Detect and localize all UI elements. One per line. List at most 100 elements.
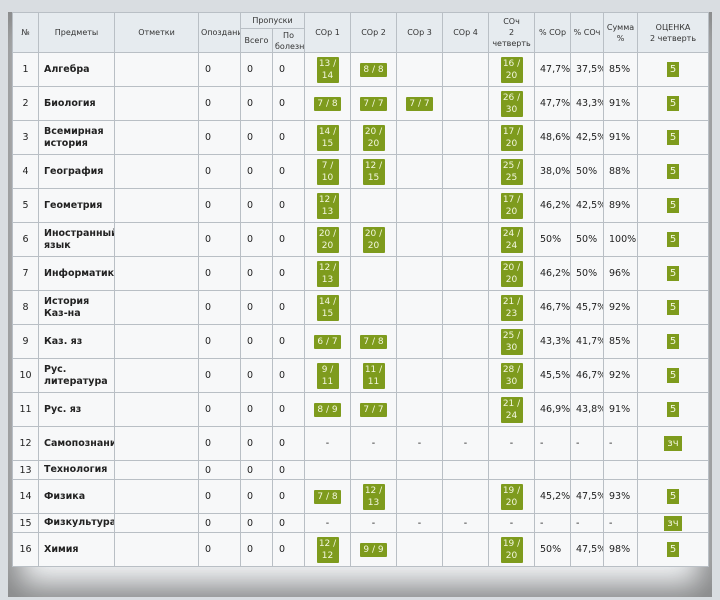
absences-sick: 0	[271, 120, 306, 155]
soch-cell: 19 / 20	[488, 479, 536, 514]
subject-name: Алгебра	[38, 52, 115, 87]
score-badge: 12 / 15	[362, 158, 385, 185]
pct-sor: 48,6%	[534, 120, 572, 155]
sor2-cell	[350, 460, 398, 480]
score-badge: 8 / 8	[360, 62, 387, 77]
sum-pct: -	[603, 513, 639, 533]
sor4-cell	[442, 86, 490, 121]
grades-body: 1 Алгебра 0 0 0 13 / 14 8 / 8 16 / 20 47,7% 37,5%…	[12, 52, 710, 567]
sor1-cell: 14 / 15	[304, 120, 352, 155]
pct-soch: 37,5%	[570, 52, 605, 87]
absences-sick: 0	[271, 324, 306, 359]
sor3-cell	[396, 256, 444, 291]
absences-sick: 0	[271, 154, 306, 189]
final-grade: 5	[637, 52, 710, 87]
score-badge: 28 / 30	[500, 362, 523, 389]
score-badge: 20 / 20	[362, 226, 385, 253]
sor3-cell	[396, 358, 444, 393]
sum-pct: 91%	[603, 392, 639, 427]
late-count: 0	[198, 86, 241, 121]
sor3-cell: -	[396, 513, 444, 533]
pct-sor: 46,7%	[534, 290, 572, 325]
sor2-cell: 7 / 8	[350, 324, 398, 359]
marks-cell	[114, 479, 199, 514]
header-soch: СОч 2 четверть	[488, 12, 536, 53]
sor2-cell: -	[350, 513, 398, 533]
sor1-cell: -	[304, 426, 352, 461]
sor4-cell	[442, 460, 490, 480]
pct-sor: 46,2%	[534, 256, 572, 291]
final-grade: 5	[637, 358, 710, 393]
final-grade-badge: 5	[666, 232, 680, 247]
sor2-cell: -	[350, 426, 398, 461]
pct-soch: 50%	[570, 154, 605, 189]
final-grade: 5	[637, 154, 710, 189]
subject-name: Технология	[38, 460, 115, 480]
score-badge: 12 / 13	[362, 483, 385, 510]
absences-sick: 0	[271, 52, 306, 87]
table-row: 10 Рус. литература 0 0 0 9 / 11 11 / 11 28 / 30…	[12, 358, 710, 393]
row-number: 9	[12, 324, 39, 359]
sor4-cell: -	[442, 513, 490, 533]
sum-pct: 98%	[603, 532, 639, 567]
sor2-cell: 8 / 8	[350, 52, 398, 87]
score-badge: 7 / 7	[360, 402, 387, 417]
absences-sick: 0	[271, 532, 306, 567]
score-badge: 21 / 24	[500, 396, 523, 423]
absences-sick: 0	[271, 479, 306, 514]
pct-sor: 46,9%	[534, 392, 572, 427]
absences-total: 0	[240, 86, 273, 121]
pct-soch: 47,5%	[570, 479, 605, 514]
score-badge: 9 / 9	[360, 542, 387, 557]
final-grade	[637, 460, 710, 480]
marks-cell	[114, 392, 199, 427]
sor2-cell: 12 / 13	[350, 479, 398, 514]
final-grade: 5	[637, 532, 710, 567]
sum-pct: 85%	[603, 52, 639, 87]
score-badge: 7 / 8	[314, 96, 341, 111]
sor1-cell: 12 / 13	[304, 256, 352, 291]
score-badge: 12 / 13	[316, 192, 339, 219]
late-count: 0	[198, 513, 241, 533]
pct-soch: 42,5%	[570, 188, 605, 223]
soch-cell: 25 / 30	[488, 324, 536, 359]
sum-pct: 91%	[603, 86, 639, 121]
pct-soch: 42,5%	[570, 120, 605, 155]
sor4-cell: -	[442, 426, 490, 461]
final-grade: 5	[637, 86, 710, 121]
sor4-cell	[442, 154, 490, 189]
score-badge: 11 / 11	[362, 362, 385, 389]
score-badge: 7 / 7	[360, 96, 387, 111]
late-count: 0	[198, 479, 241, 514]
sor4-cell	[442, 120, 490, 155]
sum-pct: 89%	[603, 188, 639, 223]
pct-soch: -	[570, 513, 605, 533]
sum-pct: 100%	[603, 222, 639, 257]
pct-soch: 43,8%	[570, 392, 605, 427]
final-grade: 5	[637, 188, 710, 223]
score-badge: 20 / 20	[316, 226, 339, 253]
absences-sick: 0	[271, 358, 306, 393]
pct-soch: 41,7%	[570, 324, 605, 359]
score-badge: 16 / 20	[500, 56, 523, 83]
header-marks: Отметки	[114, 12, 199, 53]
sor1-cell: 7 / 8	[304, 86, 352, 121]
pct-sor: 45,2%	[534, 479, 572, 514]
final-grade-badge: 5	[666, 402, 680, 417]
header-grade-sub: 2 четверть	[650, 33, 697, 43]
sor3-cell	[396, 188, 444, 223]
sor2-cell: 20 / 20	[350, 120, 398, 155]
absences-total: 0	[240, 290, 273, 325]
table-row: 6 Иностранный язык 0 0 0 20 / 20 20 / 20 24 / 2…	[12, 222, 710, 257]
late-count: 0	[198, 460, 241, 480]
final-grade-badge: 5	[666, 164, 680, 179]
subject-name: Всемирная история	[38, 120, 115, 155]
table-row: 3 Всемирная история 0 0 0 14 / 15 20 / 20 17 / …	[12, 120, 710, 155]
subject-name: Информатика	[38, 256, 115, 291]
late-count: 0	[198, 188, 241, 223]
sor3-cell	[396, 460, 444, 480]
absences-total: 0	[240, 256, 273, 291]
row-number: 10	[12, 358, 39, 393]
soch-cell: 19 / 20	[488, 532, 536, 567]
marks-cell	[114, 256, 199, 291]
